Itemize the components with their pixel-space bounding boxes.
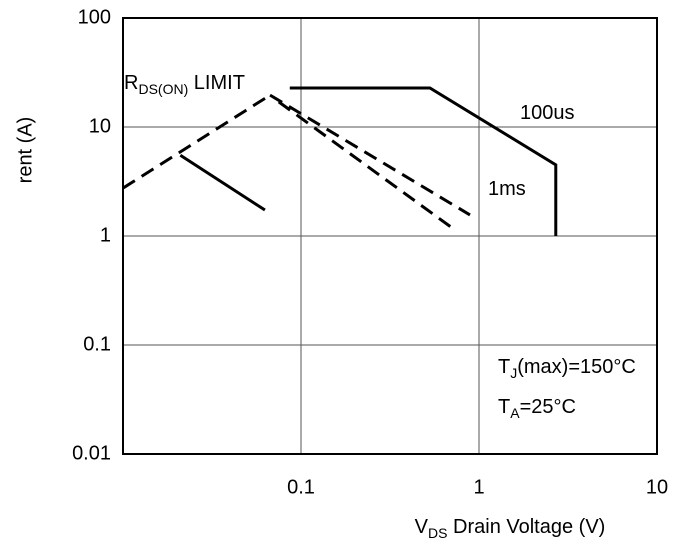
text-main: T <box>498 396 510 418</box>
x-tick-label: 0.1 <box>287 476 315 498</box>
y-axis-label: rent (A) <box>14 117 36 184</box>
text-rest: Drain Voltage (V) <box>447 516 605 538</box>
text-sub: DS <box>428 525 447 541</box>
y-tick-label: 1 <box>100 224 111 246</box>
text-rest: =25°C <box>520 396 576 418</box>
x-tick-label: 1 <box>473 476 484 498</box>
annotation: RDS(ON) LIMIT <box>124 72 245 96</box>
text-main: 1ms <box>488 178 526 200</box>
soa-line <box>269 93 471 217</box>
soa-line <box>277 100 453 229</box>
y-tick-label: 0.01 <box>72 442 111 464</box>
text-main: 100us <box>520 102 575 124</box>
text-main: T <box>498 356 510 378</box>
text-main: R <box>124 72 138 94</box>
plot-frame <box>122 17 658 455</box>
soa-line <box>179 154 266 212</box>
text-rest: (max)=150°C <box>517 356 636 378</box>
annotation: 1ms <box>488 178 526 200</box>
x-tick-label: 10 <box>646 476 668 498</box>
text-sub: A <box>510 405 520 421</box>
soa-line <box>289 86 558 236</box>
annotation: 100us <box>520 102 575 124</box>
text-sub: DS(ON) <box>138 81 188 97</box>
annotation: TA=25°C <box>498 396 576 420</box>
y-tick-label: 100 <box>78 6 111 28</box>
soa-line <box>122 93 271 190</box>
annotation: TJ(max)=150°C <box>498 356 636 380</box>
y-tick-label: 0.1 <box>83 333 111 355</box>
text-rest: LIMIT <box>188 72 245 94</box>
text-sub: J <box>510 365 517 381</box>
text-main: V <box>415 516 429 538</box>
x-axis-label: VDS Drain Voltage (V) <box>415 516 606 540</box>
y-tick-label: 10 <box>89 115 111 137</box>
